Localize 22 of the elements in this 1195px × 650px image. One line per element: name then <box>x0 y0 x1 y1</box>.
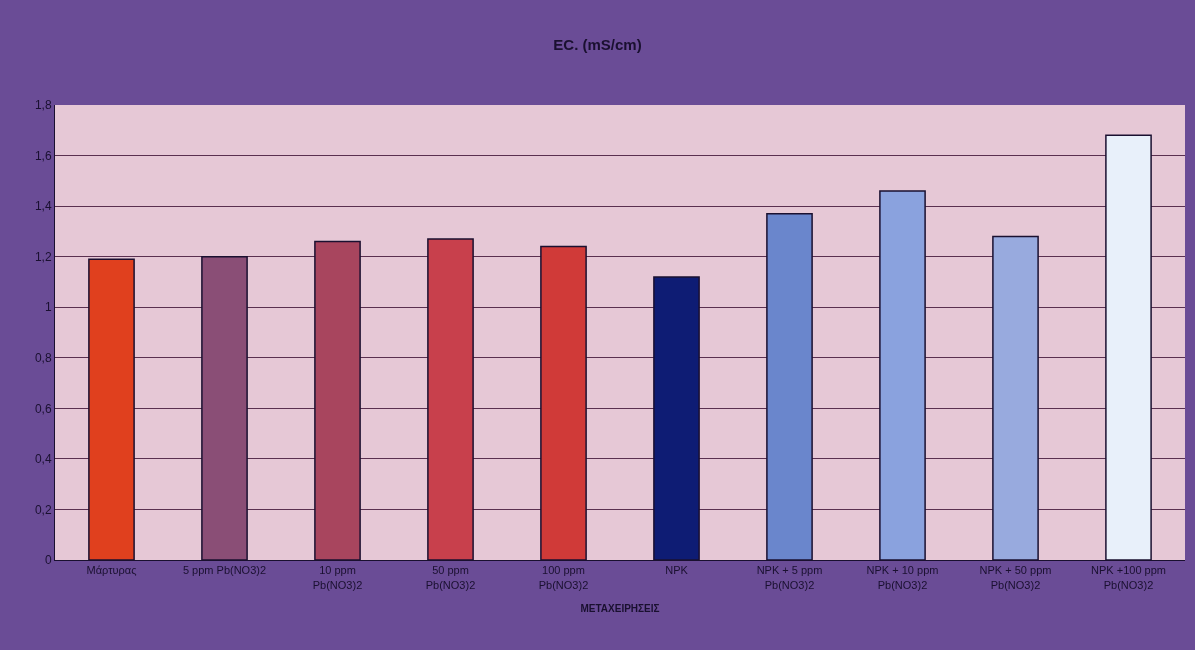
x-tick-label: 50 ppm Pb(NO3)2 <box>425 564 476 591</box>
x-tick-label: NPK <box>665 564 689 577</box>
y-tick-label: 0,2 <box>34 502 52 517</box>
x-tick-label: 5 ppm Pb(NO3)2 <box>182 564 267 577</box>
chart-title: EC. (mS/cm) <box>553 35 642 53</box>
y-tick-label: 0,6 <box>34 401 52 416</box>
y-tick-label: 1,6 <box>34 148 52 163</box>
x-tick-label: NPK +100 ppm Pb(NO3)2 <box>1091 564 1166 591</box>
y-tick-label: 1 <box>44 300 52 315</box>
x-tick-label: 10 ppm Pb(NO3)2 <box>312 564 363 591</box>
x-axis-title: ΜΕΤΑΧΕΙΡΗΣΕΙΣ <box>580 603 660 614</box>
y-tick-label: 0 <box>44 553 52 568</box>
y-tick-label: 1,4 <box>34 199 52 214</box>
x-tick-label: Μάρτυρας <box>86 564 137 577</box>
y-tick-label: 1,8 <box>34 98 52 113</box>
y-tick-label: 0,8 <box>34 350 52 365</box>
x-tick-label: NPK + 50 ppm Pb(NO3)2 <box>979 564 1052 591</box>
y-tick-label: 1,2 <box>34 249 52 264</box>
x-tick-label: 100 ppm Pb(NO3)2 <box>538 564 589 591</box>
x-tick-label: NPK + 10 ppm Pb(NO3)2 <box>866 564 939 591</box>
y-tick-label: 0,4 <box>34 452 52 467</box>
x-tick-label: NPK + 5 ppm Pb(NO3)2 <box>756 564 823 591</box>
